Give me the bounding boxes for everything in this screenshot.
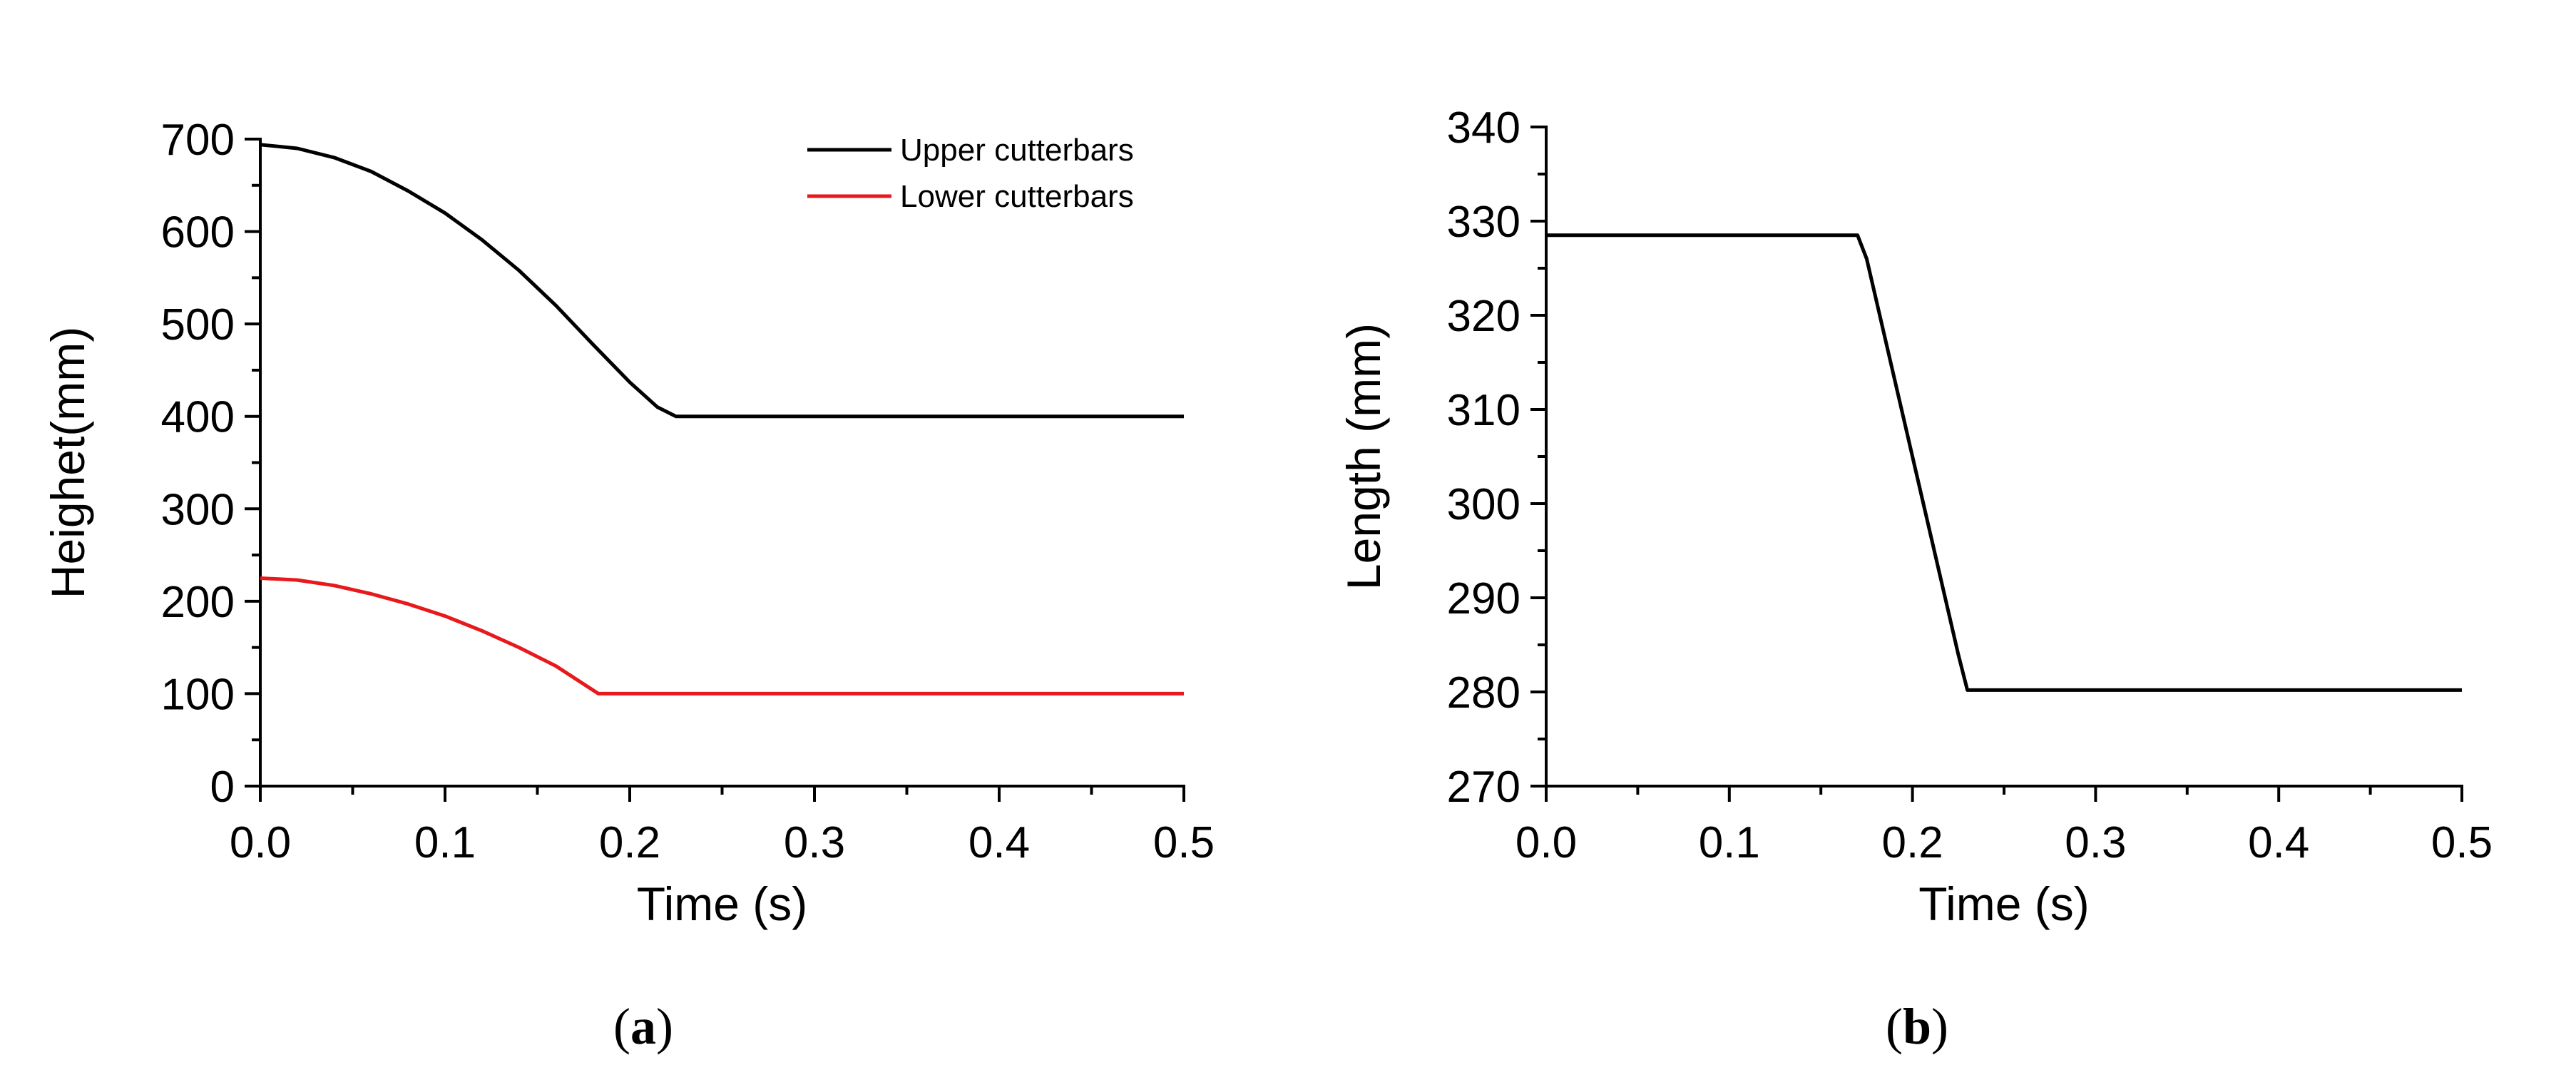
series-layer-a: [260, 143, 1184, 696]
y-tick-label-a: 100: [161, 670, 235, 719]
legend-a: Upper cutterbars Lower cutterbars: [807, 133, 1134, 214]
x-tick-label-b: 0.3: [2065, 818, 2126, 867]
x-tick-label-a: 0.4: [968, 818, 1030, 867]
y-tick-label-a: 200: [161, 578, 235, 627]
y-tick-label-a: 600: [161, 208, 235, 258]
x-tick-label-a: 0.3: [784, 818, 845, 867]
y-axis-b: 270 280 290 300 310 320 330 340: [1447, 103, 1548, 812]
y-tick-label-b: 340: [1447, 103, 1520, 153]
x-tick-label-a: 0.1: [414, 818, 476, 867]
y-axis-title-b: Length (mm): [1337, 323, 1390, 590]
legend-label-lower-cutterbars: Lower cutterbars: [900, 179, 1134, 214]
y-tick-label-b: 280: [1447, 668, 1520, 718]
y-tick-label-b: 270: [1447, 763, 1520, 812]
x-axis-a: 0.0 0.1 0.2 0.3 0.4 0.5: [230, 785, 1215, 867]
x-tick-label-b: 0.5: [2431, 818, 2493, 867]
y-tick-label-b: 330: [1447, 198, 1520, 247]
y-axis-title-a: Heighet(mm): [41, 327, 94, 598]
y-tick-label-a: 0: [210, 763, 235, 812]
caption-b-label: b: [1903, 998, 1931, 1055]
caption-a-label: a: [630, 998, 656, 1055]
caption-a: (a): [613, 998, 673, 1055]
x-tick-label-a: 0.0: [230, 818, 291, 867]
series-layer-b: [1546, 233, 2462, 692]
y-axis-a: 0 100 200 300 400 500 600 700: [161, 116, 262, 812]
x-axis-b: 0.0 0.1 0.2 0.3 0.4 0.5: [1516, 785, 2493, 867]
y-tick-label-a: 500: [161, 300, 235, 350]
series-line-lower-cutterbars-a: [260, 576, 1184, 696]
y-tick-label-b: 300: [1447, 480, 1520, 529]
x-axis-title-a: Time (s): [637, 877, 808, 930]
series-line-upper-cutterbars-a: [260, 143, 1184, 419]
x-tick-label-b: 0.0: [1516, 818, 1577, 867]
y-tick-label-a: 700: [161, 116, 235, 165]
y-tick-label-b: 290: [1447, 574, 1520, 623]
legend-label-upper-cutterbars: Upper cutterbars: [900, 133, 1134, 168]
y-tick-label-b: 320: [1447, 292, 1520, 341]
x-tick-label-b: 0.1: [1699, 818, 1760, 867]
series-line-series-0-b: [1546, 233, 2462, 692]
y-tick-label-b: 310: [1447, 386, 1520, 435]
x-tick-label-b: 0.4: [2248, 818, 2309, 867]
x-axis-title-b: Time (s): [1918, 877, 2090, 930]
x-tick-label-b: 0.2: [1881, 818, 1943, 867]
y-tick-label-a: 400: [161, 393, 235, 442]
caption-b: (b): [1886, 998, 1948, 1055]
x-tick-label-a: 0.5: [1153, 818, 1215, 867]
y-tick-label-a: 300: [161, 485, 235, 534]
x-tick-label-a: 0.2: [599, 818, 660, 867]
chart-panel-b: 270 280 290 300 310 320 330 340 0.0 0.1 0.2 0.3 0.4…: [1337, 103, 2493, 930]
